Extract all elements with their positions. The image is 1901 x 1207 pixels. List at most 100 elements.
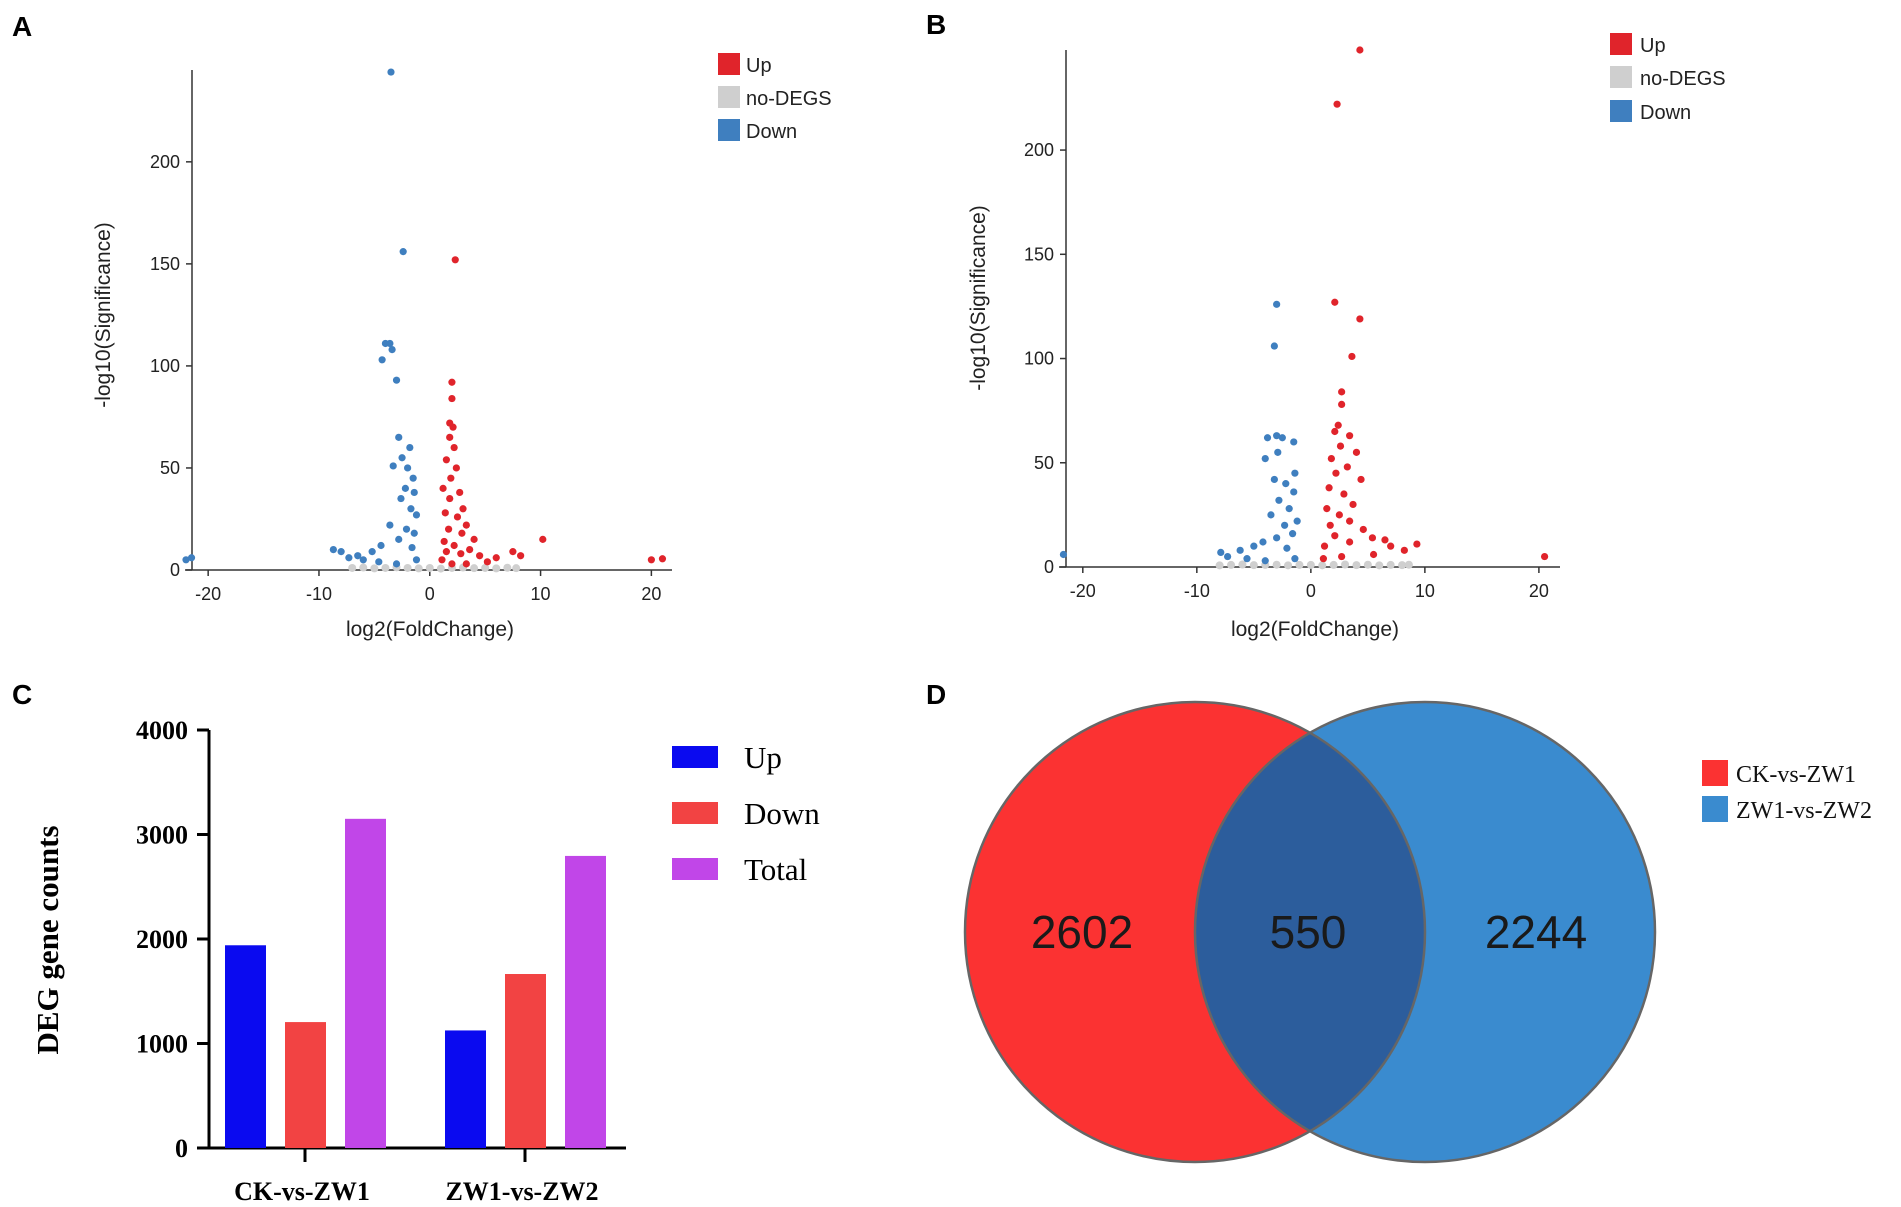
bar-up-zw1-vs-zw2 (445, 1030, 486, 1148)
bar-y-ticks: 0 1000 2000 3000 4000 (136, 716, 209, 1163)
point-b-nodegs (1306, 560, 1315, 569)
point-b-up (1320, 542, 1329, 550)
point-b-up (1331, 427, 1339, 436)
point-b-up (1348, 352, 1356, 361)
point-b-nodegs (1284, 561, 1293, 570)
volcano-b-y-tick-label: 100 (1024, 349, 1054, 369)
venn-diagram: 2602 550 2244 CK-vs-ZW1 ZW1-vs-ZW2 (963, 700, 1872, 1164)
bar-y-tick-label: 2000 (136, 925, 188, 954)
panel-label-b: B (926, 9, 946, 40)
bar-legend-down-swatch (672, 802, 718, 824)
point-a-nodegs (481, 563, 490, 572)
point-a-up (462, 521, 470, 529)
point-a-up (448, 394, 456, 403)
point-b-up (1359, 525, 1367, 534)
point-b-up (1400, 546, 1408, 554)
point-a-up (466, 545, 474, 554)
point-a-down (401, 484, 409, 492)
point-a-down (368, 548, 376, 556)
point-b-up (1349, 500, 1357, 509)
panel-label-c: C (12, 679, 32, 710)
volcano-a-x-tick-label: -10 (306, 584, 332, 604)
point-a-down (375, 558, 383, 566)
point-a-down (354, 552, 362, 560)
venn-count-left: 2602 (1031, 906, 1133, 958)
point-a-up (450, 541, 458, 550)
venn-legend-ck-label: CK-vs-ZW1 (1736, 762, 1856, 788)
volcano-a-y-tick-label: 50 (160, 458, 180, 478)
volcano-b-x-tick-label: 0 (1306, 581, 1316, 601)
point-b-down (1217, 548, 1225, 557)
point-b-up (1356, 46, 1364, 54)
point-a-down (388, 345, 396, 354)
point-a-up (439, 484, 447, 492)
point-a-up (448, 560, 456, 568)
volcano-a-legend: Up no-DEGS Down (718, 53, 832, 143)
point-a-down (392, 560, 401, 568)
volcano-a-y-tick-label: 150 (150, 254, 180, 274)
point-a-up (539, 535, 547, 543)
legend-a-down-swatch (718, 119, 740, 141)
legend-a-up-swatch (718, 53, 740, 75)
point-a-down (412, 556, 421, 564)
point-a-down (387, 68, 395, 76)
point-b-nodegs (1375, 561, 1384, 570)
bar-y-tick-label: 1000 (136, 1030, 188, 1059)
volcano-b-points (1059, 46, 1549, 570)
legend-b-down-swatch (1610, 100, 1632, 122)
point-b-up (1336, 442, 1345, 450)
point-a-nodegs (381, 563, 390, 572)
point-a-down (392, 376, 401, 384)
volcano-a-x-tick-label: 0 (425, 584, 435, 604)
point-b-up (1381, 536, 1389, 544)
point-b-nodegs (1295, 560, 1304, 569)
point-a-down (182, 556, 190, 564)
point-a-down (410, 488, 418, 497)
point-b-down (1250, 542, 1258, 550)
point-b-down (1259, 538, 1267, 546)
point-a-down (408, 543, 416, 552)
point-b-up (1331, 532, 1339, 540)
volcano-a-y-tick-label: 200 (150, 152, 180, 172)
point-a-up (453, 513, 462, 521)
point-b-down (1243, 555, 1251, 563)
point-a-up (442, 548, 450, 556)
point-a-nodegs (512, 564, 521, 573)
legend-b-up-label: Up (1640, 35, 1666, 57)
point-b-up (1323, 505, 1331, 513)
volcano-a-x-tick-label: 20 (641, 584, 661, 604)
point-b-down (1278, 434, 1286, 442)
point-a-down (329, 545, 337, 554)
point-a-down (397, 494, 405, 503)
point-b-down (1290, 488, 1298, 496)
point-a-up (492, 554, 500, 562)
volcano-b-x-tick-label: -20 (1070, 581, 1096, 601)
point-b-down (1283, 544, 1291, 552)
point-b-nodegs (1215, 561, 1224, 570)
volcano-b-x-tick-label: 10 (1415, 581, 1435, 601)
point-a-up (451, 256, 459, 264)
point-a-up (647, 556, 655, 564)
point-b-down (1273, 300, 1281, 308)
venn-intersection (1194, 732, 1426, 1132)
bar-marks (225, 818, 606, 1148)
point-a-down (404, 464, 412, 472)
volcano-a-x-label: log2(FoldChange) (346, 618, 514, 641)
point-b-down (1290, 438, 1298, 446)
legend-b-nodegs-swatch (1610, 66, 1632, 88)
point-b-nodegs (1272, 560, 1281, 569)
venn-outline-left (963, 700, 1427, 1164)
point-b-nodegs (1363, 560, 1372, 569)
bar-legend-total-label: Total (744, 852, 807, 887)
venn-legend-zw-swatch (1702, 796, 1728, 822)
point-a-up (470, 535, 478, 543)
point-a-down (399, 248, 407, 256)
bar-total-zw1-vs-zw2 (565, 855, 606, 1148)
point-a-down (378, 356, 386, 364)
point-a-up (449, 423, 457, 431)
point-a-nodegs (503, 563, 512, 572)
point-a-up (459, 505, 467, 513)
point-b-down (1285, 505, 1293, 513)
legend-a-nodegs-label: no-DEGS (746, 88, 832, 110)
